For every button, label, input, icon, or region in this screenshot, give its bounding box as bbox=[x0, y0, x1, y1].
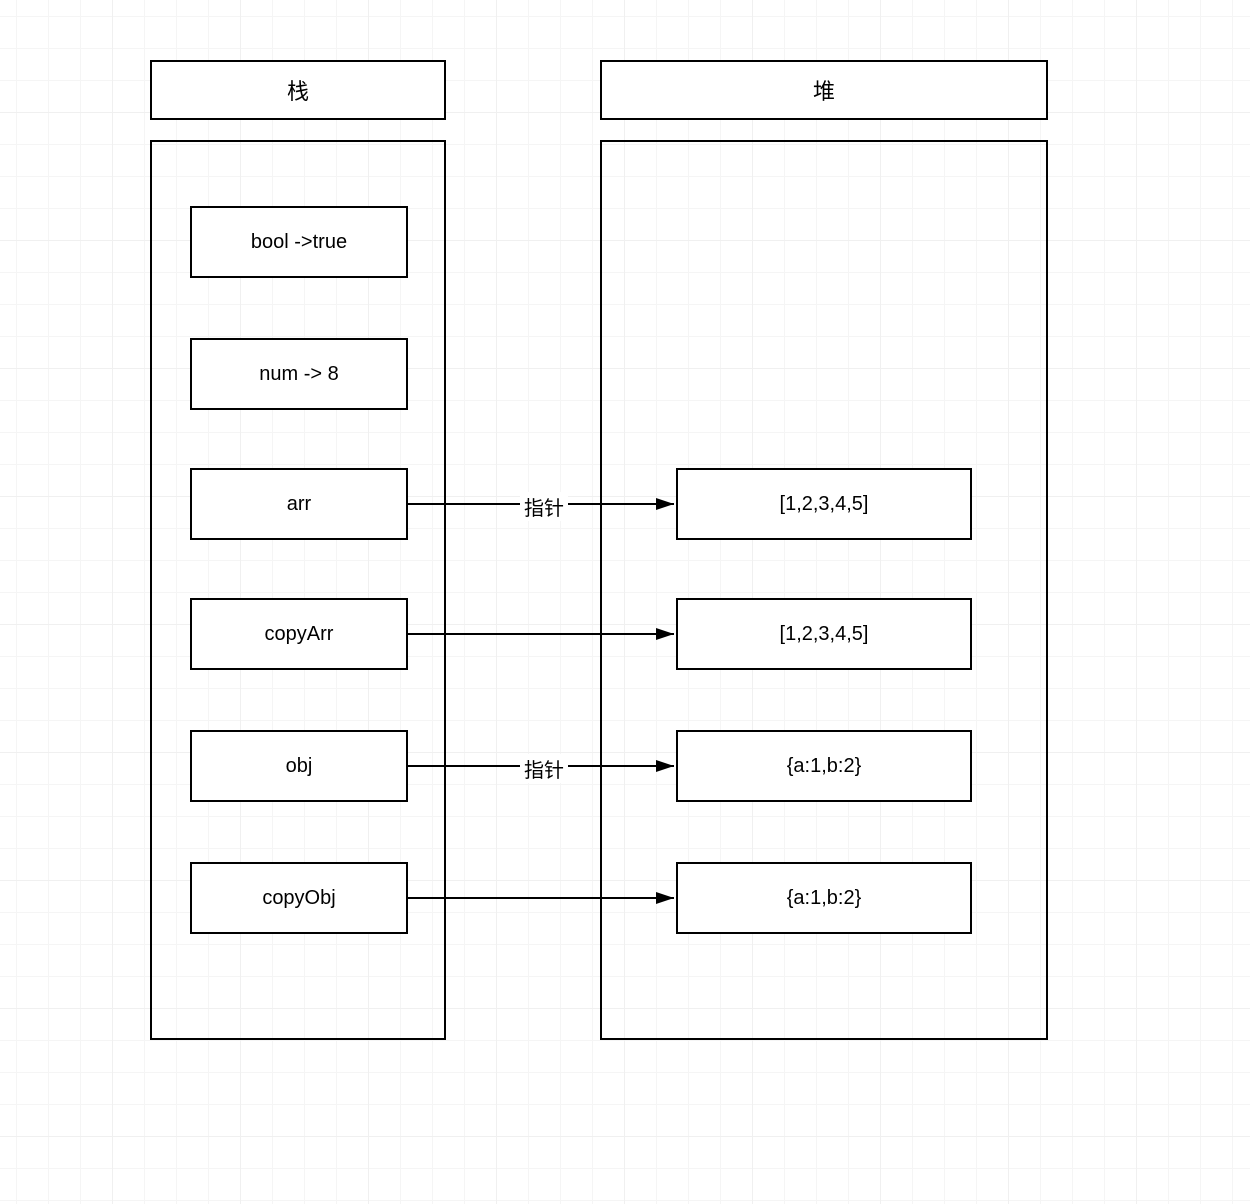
stack-item-copyobj: copyObj bbox=[190, 862, 408, 934]
heap-item-copyarr: [1,2,3,4,5] bbox=[676, 598, 972, 670]
heap-item-label: {a:1,b:2} bbox=[787, 887, 862, 910]
stack-item-label: arr bbox=[287, 493, 311, 516]
stack-item-obj: obj bbox=[190, 730, 408, 802]
heap-item-arr: [1,2,3,4,5] bbox=[676, 468, 972, 540]
stack-header: 栈 bbox=[150, 60, 446, 120]
stack-title: 栈 bbox=[287, 74, 309, 106]
heap-item-label: [1,2,3,4,5] bbox=[780, 493, 869, 516]
arrow-label-arr: 指针 bbox=[520, 492, 568, 521]
heap-item-label: [1,2,3,4,5] bbox=[780, 623, 869, 646]
stack-item-label: bool ->true bbox=[251, 231, 347, 254]
stack-item-label: copyObj bbox=[262, 887, 335, 910]
stack-item-num: num -> 8 bbox=[190, 338, 408, 410]
stack-item-label: copyArr bbox=[265, 623, 334, 646]
arrow-label-obj: 指针 bbox=[520, 754, 568, 783]
stack-item-arr: arr bbox=[190, 468, 408, 540]
heap-item-label: {a:1,b:2} bbox=[787, 755, 862, 778]
stack-item-label: obj bbox=[286, 755, 313, 778]
arrow-label-text: 指针 bbox=[524, 498, 564, 520]
heap-item-obj: {a:1,b:2} bbox=[676, 730, 972, 802]
arrow-label-text: 指针 bbox=[524, 760, 564, 782]
heap-title: 堆 bbox=[813, 74, 835, 106]
stack-item-bool: bool ->true bbox=[190, 206, 408, 278]
stack-item-label: num -> 8 bbox=[259, 363, 338, 386]
heap-header: 堆 bbox=[600, 60, 1048, 120]
heap-item-copyobj: {a:1,b:2} bbox=[676, 862, 972, 934]
stack-item-copyarr: copyArr bbox=[190, 598, 408, 670]
